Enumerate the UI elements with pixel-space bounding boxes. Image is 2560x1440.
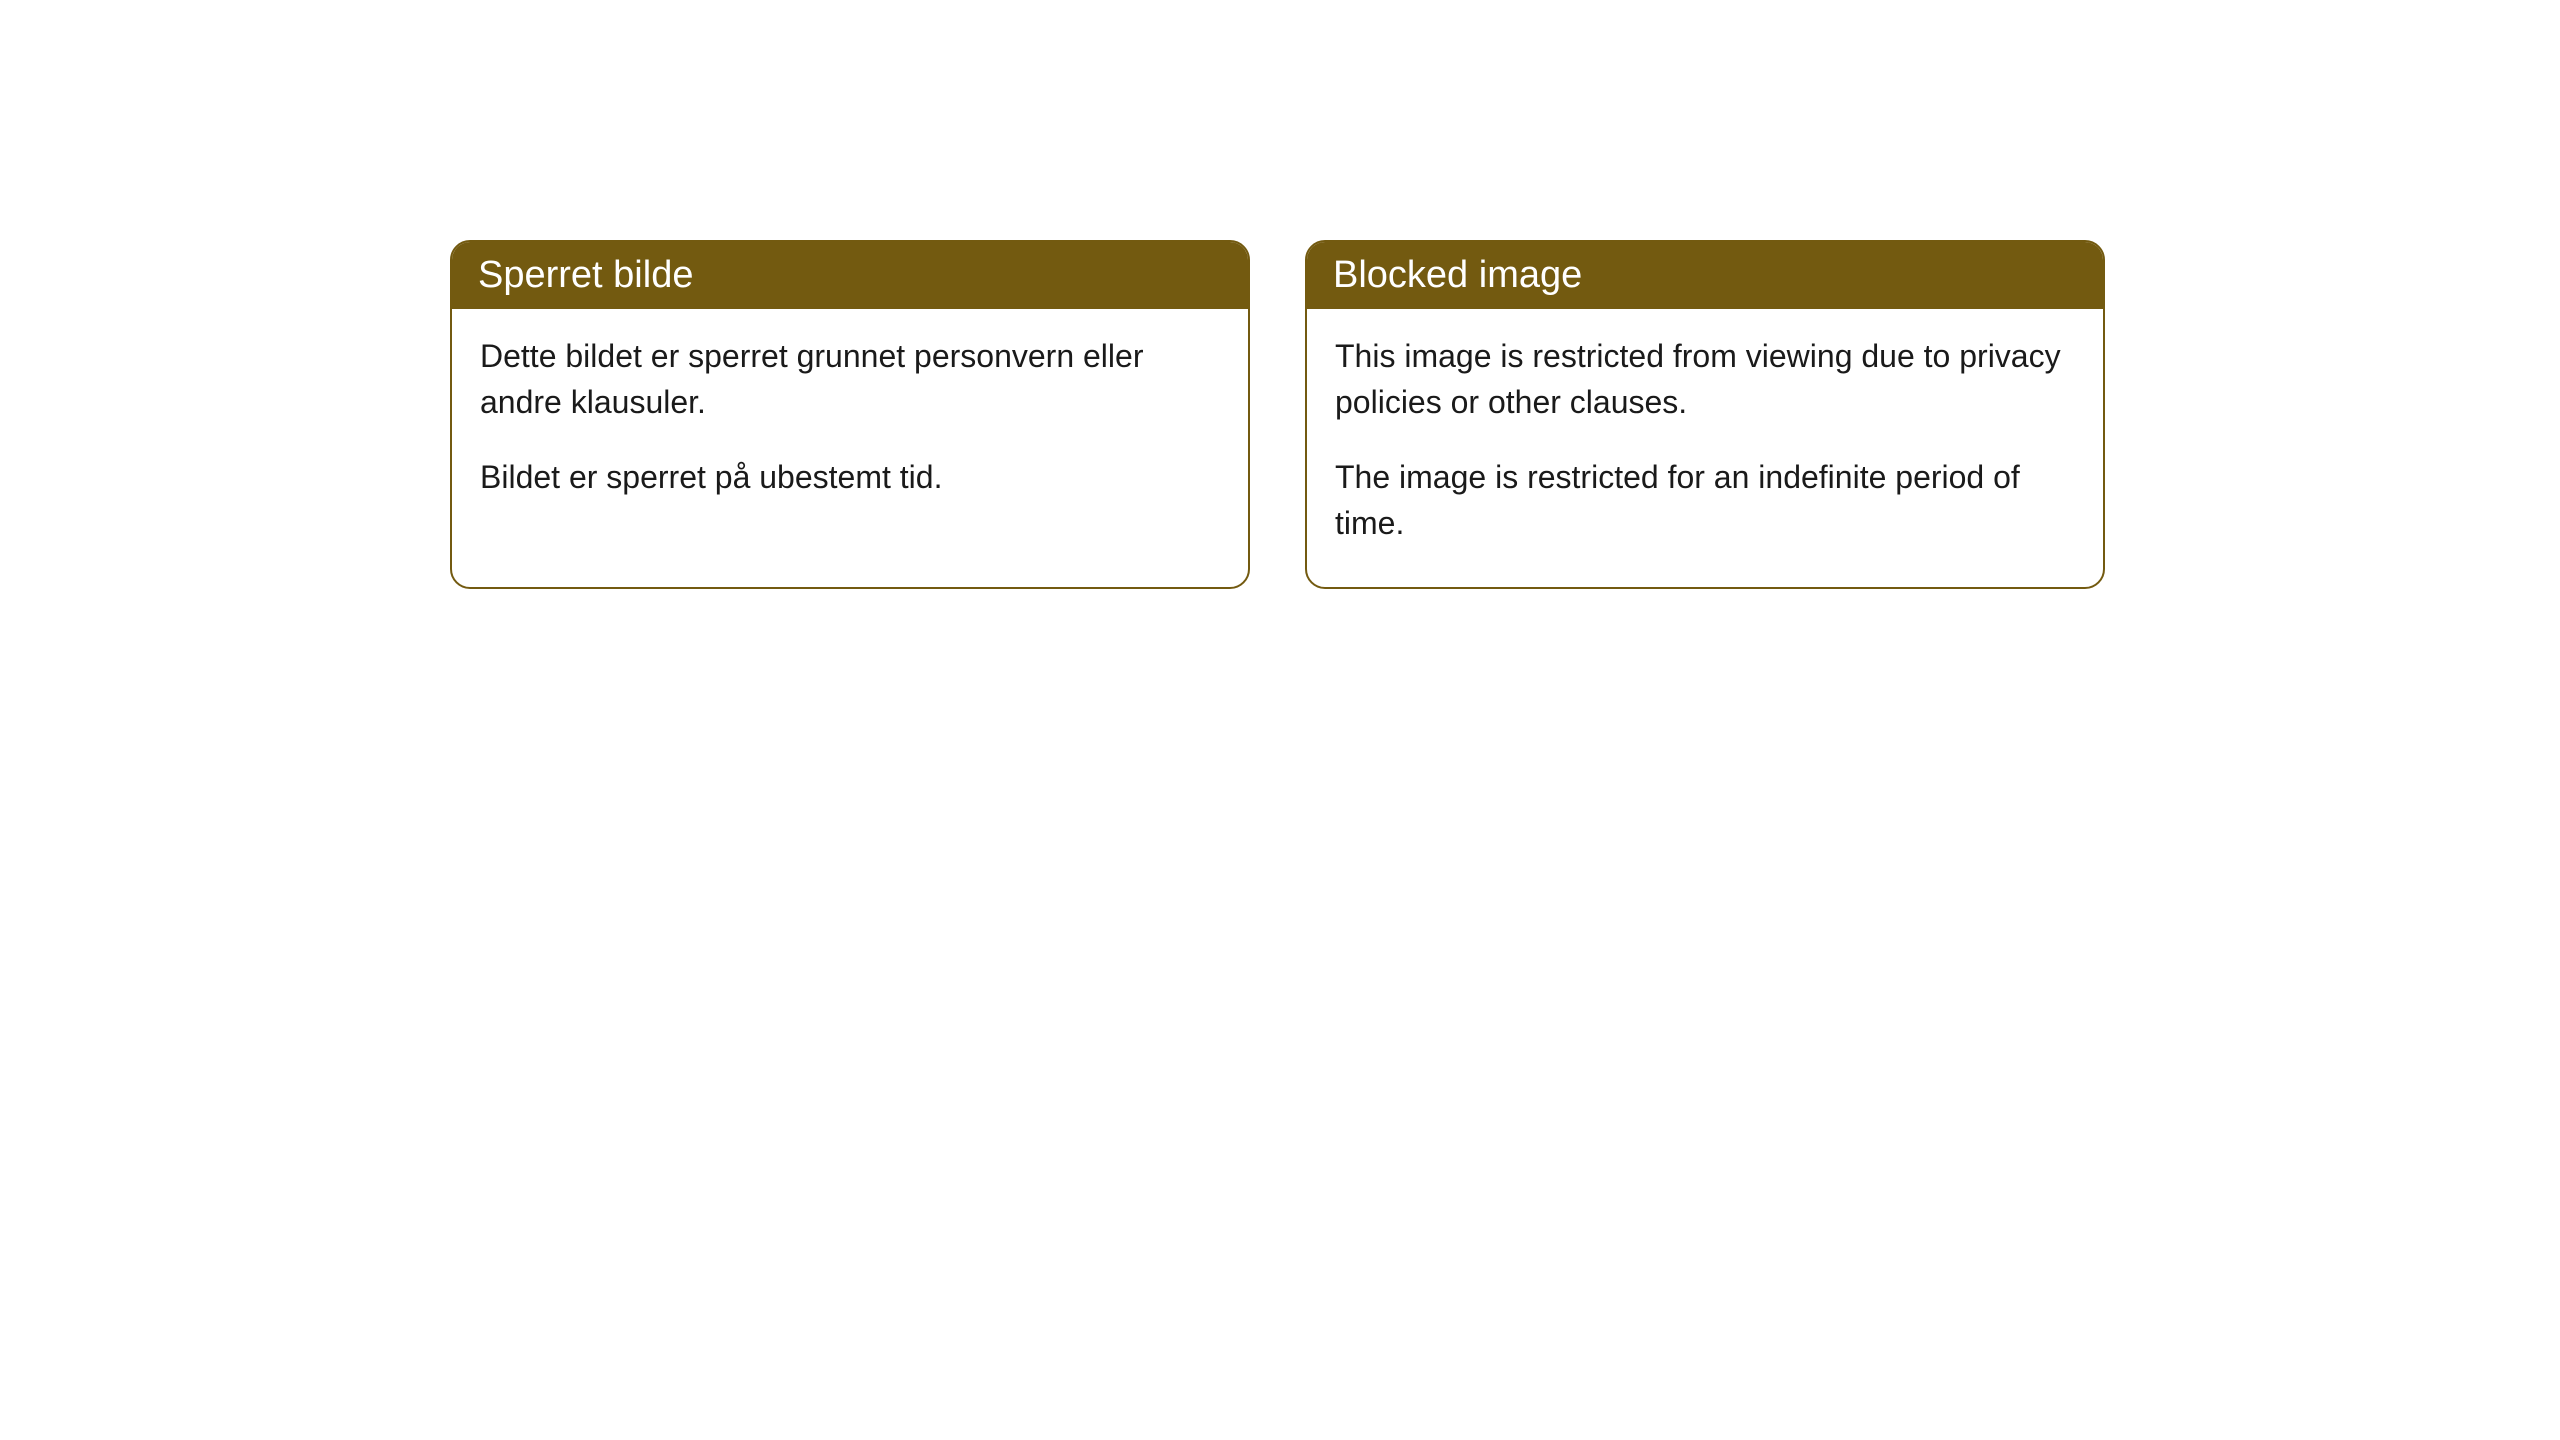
blocked-image-card-norwegian: Sperret bilde Dette bildet er sperret gr…	[450, 240, 1250, 589]
card-header: Sperret bilde	[452, 242, 1248, 309]
card-header: Blocked image	[1307, 242, 2103, 309]
card-title: Blocked image	[1333, 254, 1582, 296]
card-paragraph-1: This image is restricted from viewing du…	[1335, 333, 2075, 426]
card-paragraph-1: Dette bildet er sperret grunnet personve…	[480, 333, 1220, 426]
card-body: This image is restricted from viewing du…	[1307, 309, 2103, 587]
card-title: Sperret bilde	[478, 254, 693, 296]
blocked-image-card-english: Blocked image This image is restricted f…	[1305, 240, 2105, 589]
cards-container: Sperret bilde Dette bildet er sperret gr…	[450, 240, 2560, 589]
card-paragraph-2: The image is restricted for an indefinit…	[1335, 454, 2075, 547]
card-paragraph-2: Bildet er sperret på ubestemt tid.	[480, 454, 1220, 500]
card-body: Dette bildet er sperret grunnet personve…	[452, 309, 1248, 540]
